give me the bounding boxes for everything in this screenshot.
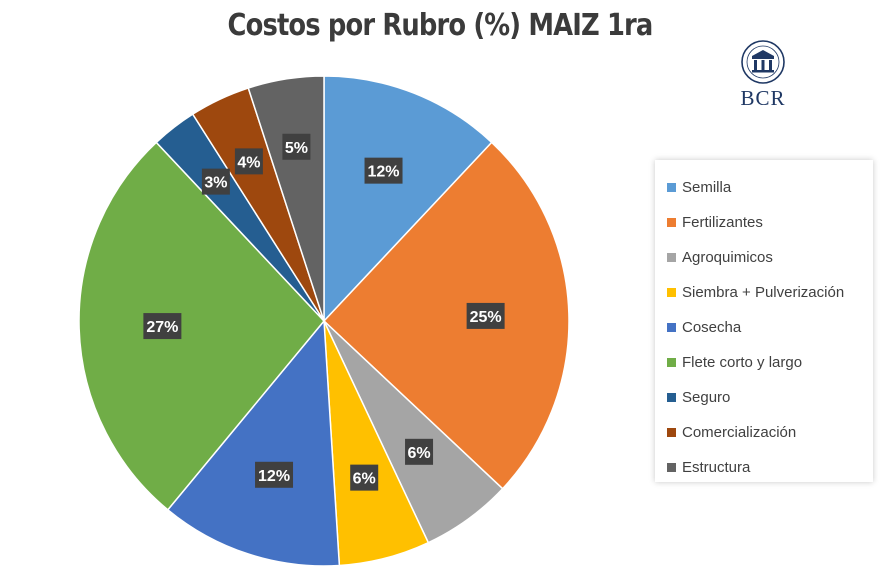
legend-label: Siembra + Pulverización: [682, 284, 845, 301]
legend-item: Agroquimicos: [667, 240, 873, 275]
svg-text:25%: 25%: [470, 309, 502, 326]
bcr-logo-icon: [741, 40, 785, 84]
legend-swatch: [667, 393, 676, 402]
legend-swatch: [667, 218, 676, 227]
pie-slice-1: [322, 141, 570, 490]
svg-text:12%: 12%: [368, 164, 400, 181]
legend-item: Cosecha: [667, 310, 873, 345]
data-label-5: 27%: [143, 313, 182, 340]
legend-item: Estructura: [667, 450, 873, 485]
chart-legend: Semilla Fertilizantes Agroquimicos Siembra …: [655, 160, 873, 482]
legend-label: Semilla: [682, 179, 732, 196]
data-label-8: 5%: [282, 133, 311, 160]
pie-slice-4: [166, 319, 341, 567]
data-label-2: 6%: [405, 438, 434, 465]
svg-text:27%: 27%: [146, 319, 178, 336]
data-label-6: 3%: [201, 168, 230, 195]
legend-item: Fertilizantes: [667, 205, 873, 240]
legend-item: Seguro: [667, 380, 873, 415]
legend-swatch: [667, 428, 676, 437]
chart-title: Costos por Rubro (%) MAIZ 1ra: [227, 8, 654, 43]
legend-swatch: [667, 253, 676, 262]
svg-text:5%: 5%: [285, 140, 308, 157]
legend-label: Cosecha: [682, 319, 742, 336]
legend-label: Agroquimicos: [682, 249, 773, 266]
legend-item: Flete corto y largo: [667, 345, 873, 380]
svg-text:4%: 4%: [237, 154, 260, 171]
legend-swatch: [667, 463, 676, 472]
legend-label: Estructura: [682, 459, 751, 476]
legend-swatch: [667, 288, 676, 297]
data-label-4: 12%: [255, 461, 294, 488]
legend-item: Comercialización: [667, 415, 873, 450]
data-label-3: 6%: [350, 464, 379, 491]
logo-text: BCR: [740, 86, 786, 110]
svg-text:6%: 6%: [407, 445, 430, 462]
legend-label: Seguro: [682, 389, 731, 406]
legend-swatch: [667, 358, 676, 367]
svg-text:6%: 6%: [353, 471, 376, 488]
legend-swatch: [667, 183, 676, 192]
data-label-1: 25%: [466, 302, 505, 329]
data-label-7: 4%: [234, 148, 263, 175]
pie-slice-5: [78, 141, 325, 511]
legend-item: Semilla: [667, 170, 873, 205]
pie-slice-0: [323, 75, 493, 323]
svg-text:12%: 12%: [258, 468, 290, 485]
legend-label: Fertilizantes: [682, 214, 763, 231]
legend-label: Flete corto y largo: [682, 354, 803, 371]
svg-text:3%: 3%: [204, 175, 227, 192]
legend-item: Siembra + Pulverización: [667, 275, 873, 310]
legend-label: Comercialización: [682, 424, 797, 441]
data-label-0: 12%: [364, 157, 403, 184]
legend-swatch: [667, 323, 676, 332]
